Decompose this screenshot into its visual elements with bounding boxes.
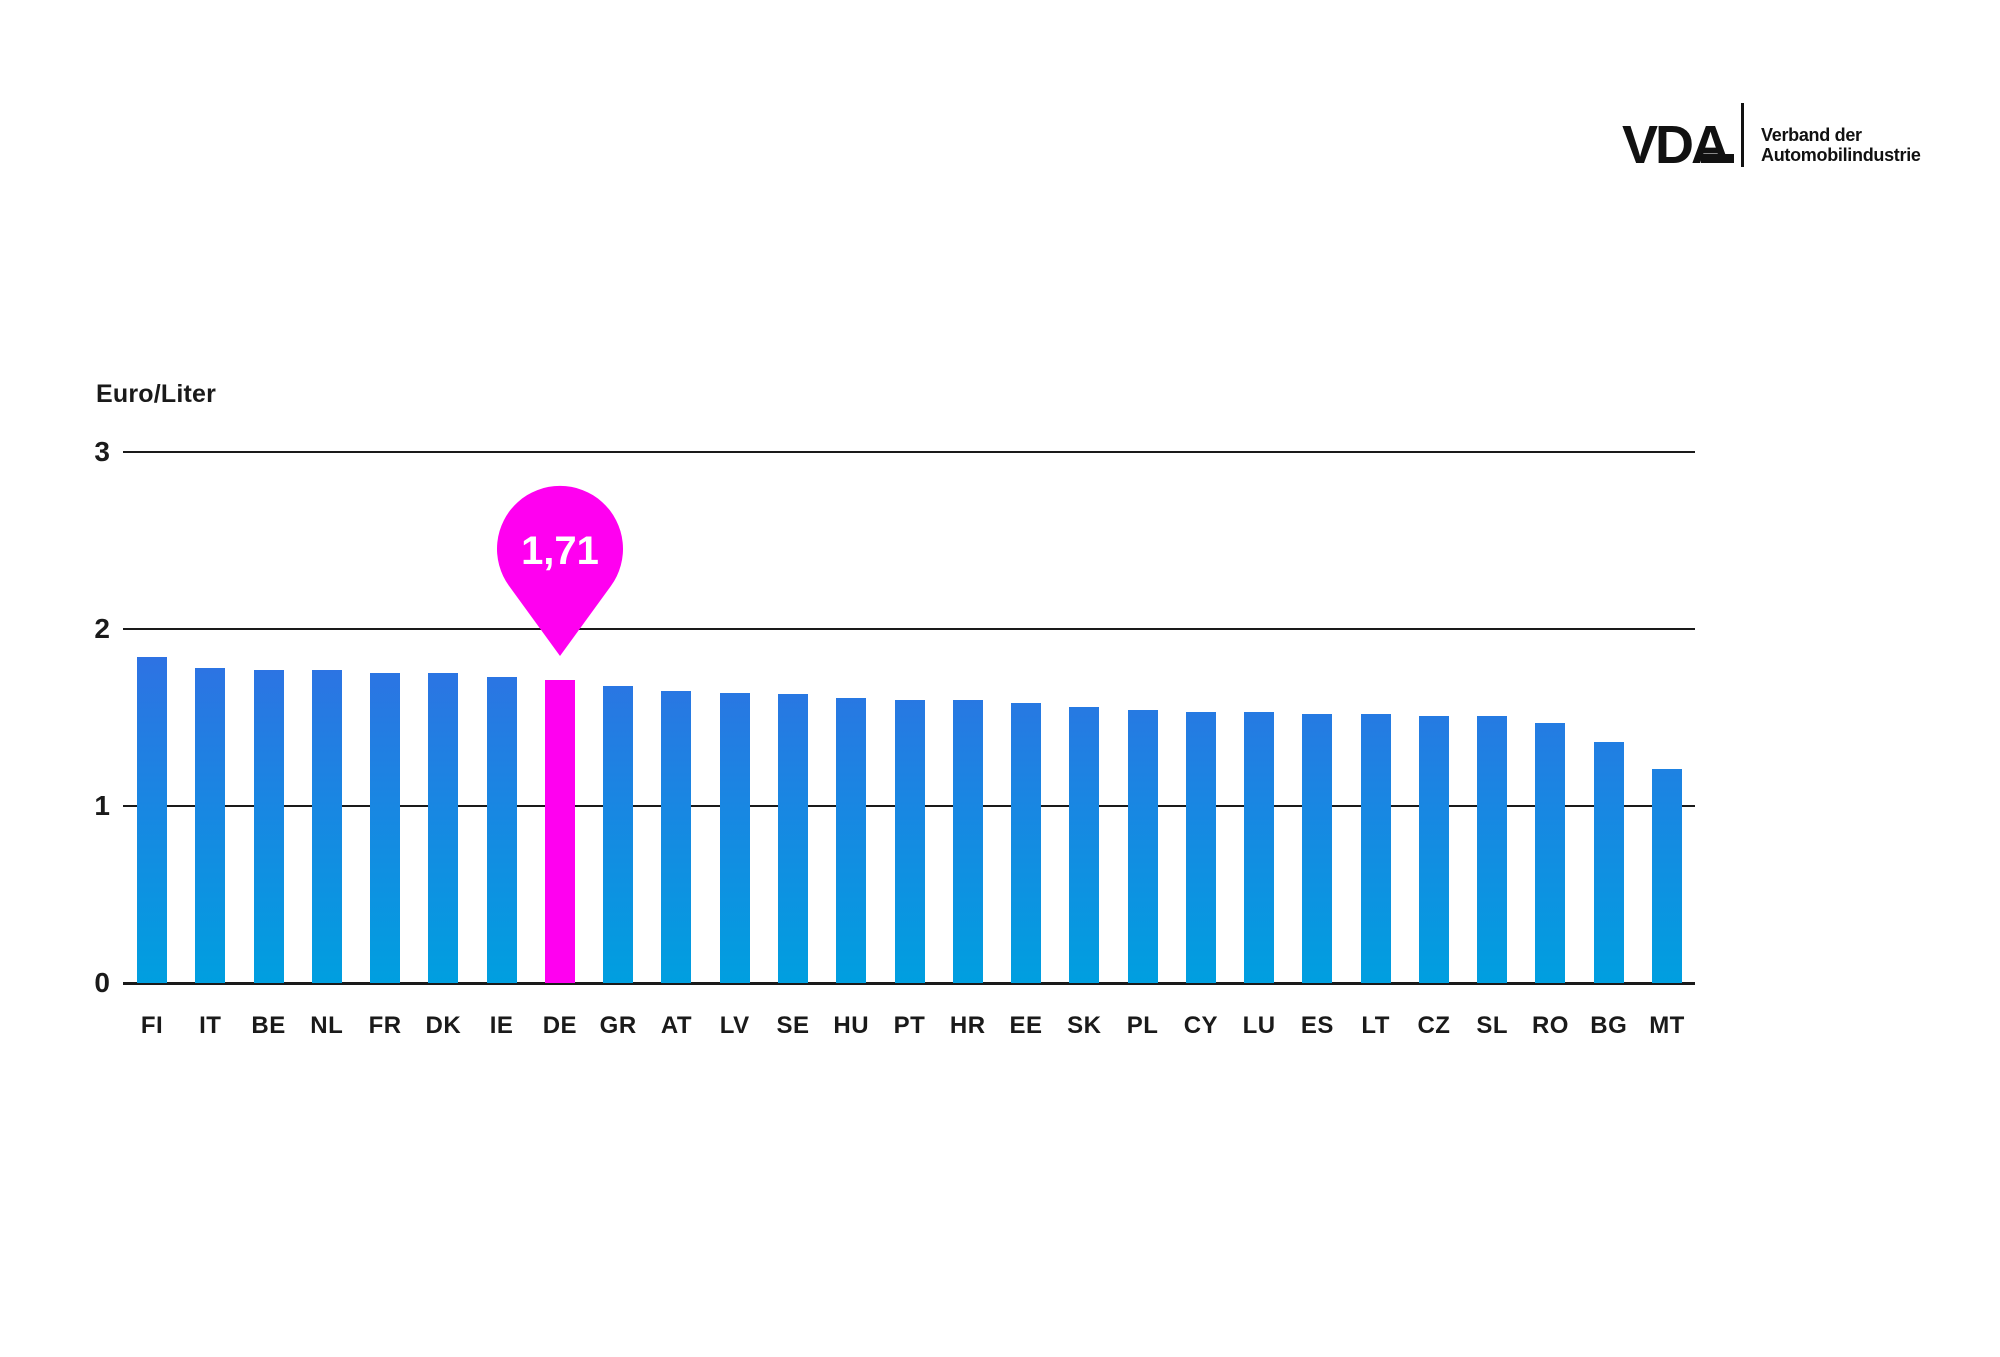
x-axis-label: DE: [542, 1012, 578, 1039]
y-gridline: [123, 451, 1695, 453]
x-axis-label: IE: [489, 1012, 514, 1039]
x-axis-label: EE: [1009, 1012, 1043, 1039]
bar-ee: [1011, 703, 1042, 983]
x-axis-label: MT: [1649, 1012, 1685, 1039]
x-axis-label: BG: [1590, 1012, 1628, 1039]
bar-pl: [1127, 710, 1158, 983]
bar-lt: [1360, 714, 1391, 983]
x-axis-label: PL: [1126, 1012, 1159, 1039]
bar-es: [1302, 714, 1333, 983]
x-axis-label: BE: [251, 1012, 286, 1039]
logo-divider: [1741, 103, 1745, 167]
vda-tagline-line2: Automobilindustrie: [1761, 145, 1921, 165]
bar-sk: [1069, 707, 1100, 983]
bar-hu: [836, 698, 867, 983]
bar-cy: [1185, 712, 1216, 983]
bar-se: [777, 694, 808, 983]
bar-at: [661, 691, 692, 983]
x-axis-label: FI: [140, 1012, 164, 1039]
x-axis-label: LV: [719, 1012, 750, 1039]
bar-lu: [1244, 712, 1275, 983]
x-axis-label: SK: [1067, 1012, 1102, 1039]
bar-sl: [1477, 716, 1508, 983]
x-axis-label: DK: [425, 1012, 462, 1039]
y-tick-label: 0: [94, 967, 110, 998]
bar-dk: [428, 673, 459, 983]
bar-cz: [1418, 716, 1449, 983]
vda-tagline-line1: Verband der: [1761, 125, 1862, 145]
bar-ie: [486, 677, 517, 983]
x-axis-label: HU: [833, 1012, 870, 1039]
x-axis-label: AT: [660, 1012, 693, 1039]
y-tick-label: 3: [94, 436, 110, 467]
y-tick-label: 2: [94, 613, 110, 644]
y-gridline: [123, 628, 1695, 630]
plot-area: [123, 451, 1695, 985]
bar-fi: [137, 657, 167, 983]
x-axis-label: LU: [1242, 1012, 1276, 1039]
x-axis-line: [123, 982, 1695, 985]
vda-logo-tagline: Verband der Automobilindustrie: [1761, 125, 1921, 167]
vda-logo-brand: VDA: [1622, 114, 1735, 175]
x-axis-label: SE: [776, 1012, 810, 1039]
x-axis-label: IT: [199, 1012, 222, 1039]
bar-nl: [311, 670, 342, 983]
x-axis-label: HR: [949, 1012, 986, 1039]
bar-gr: [603, 686, 634, 983]
x-axis-label: FR: [368, 1012, 402, 1039]
y-axis-title: Euro/Liter: [96, 380, 217, 408]
x-axis-label: NL: [310, 1012, 344, 1039]
x-axis-label: ES: [1300, 1012, 1334, 1039]
bar-hr: [952, 700, 983, 983]
x-axis-label: CY: [1183, 1012, 1219, 1039]
x-axis-label: CZ: [1417, 1012, 1451, 1039]
bar-lv: [719, 693, 750, 983]
bar-pt: [894, 700, 925, 983]
x-axis-label: GR: [599, 1012, 637, 1039]
x-axis-label: SL: [1476, 1012, 1509, 1039]
bar-bg: [1593, 742, 1624, 983]
x-axis-label: PT: [893, 1012, 926, 1039]
bar-be: [253, 670, 284, 983]
bar-mt: [1652, 769, 1683, 983]
x-axis-label: RO: [1531, 1012, 1569, 1039]
bar-fr: [370, 673, 401, 983]
y-tick-label: 1: [94, 790, 110, 821]
bar-de-highlighted: [544, 680, 575, 983]
bar-ro: [1535, 723, 1566, 983]
bar-it: [195, 668, 226, 983]
x-axis-label: LT: [1361, 1012, 1390, 1039]
vda-logo: VDA Verband der Automobilindustrie: [1622, 103, 1921, 175]
